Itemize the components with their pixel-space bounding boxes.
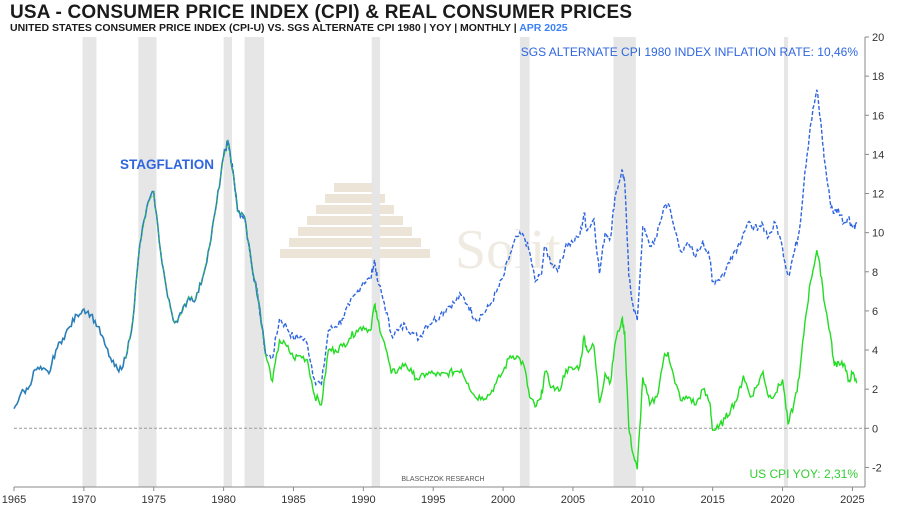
x-tick-label: 2025 xyxy=(840,494,864,506)
y-tick-label: 16 xyxy=(872,110,884,122)
y-tick-label: 18 xyxy=(872,71,884,83)
x-tick-label: 1975 xyxy=(141,494,165,506)
x-tick-label: 2000 xyxy=(491,494,515,506)
watermark-step xyxy=(325,194,385,203)
y-tick-label: 12 xyxy=(872,189,884,201)
y-tick-label: 4 xyxy=(872,345,878,357)
x-tick-label: 1985 xyxy=(281,494,305,506)
source-label: BLASCHZOK RESEARCH xyxy=(401,476,484,483)
watermark-step xyxy=(289,238,421,247)
y-tick-label: -2 xyxy=(872,462,882,474)
y-tick-label: 10 xyxy=(872,228,884,240)
recession-band xyxy=(82,37,97,487)
watermark-step xyxy=(316,205,394,214)
watermark-logo: Solit xyxy=(280,183,561,281)
cpi-value-label: US CPI YOY: 2,31% xyxy=(750,467,859,481)
y-tick-label: 20 xyxy=(872,32,884,44)
sgs-value-label: SGS ALTERNATE CPI 1980 INDEX INFLATION R… xyxy=(521,45,859,59)
recession-band xyxy=(783,37,789,487)
us-cpi-line xyxy=(264,250,858,470)
y-tick-label: 14 xyxy=(872,149,884,161)
stagflation-label: STAGFLATION xyxy=(120,157,214,172)
x-tick-label: 1995 xyxy=(421,494,445,506)
recession-band xyxy=(519,37,530,487)
x-tick-label: 1980 xyxy=(211,494,235,506)
recession-band xyxy=(223,37,232,487)
chart-subtitle: UNITED STATES CONSUMER PRICE INDEX (CPI-… xyxy=(10,22,568,34)
recession-band xyxy=(138,37,157,487)
subtitle-date: APR 2025 xyxy=(519,22,568,34)
watermark-step xyxy=(334,183,376,192)
recession-band xyxy=(244,37,265,487)
sgs-cpi-line xyxy=(222,89,858,388)
annotation-layer: STAGFLATION SGS ALTERNATE CPI 1980 INDEX … xyxy=(120,45,858,483)
y-tick-label: 6 xyxy=(872,306,878,318)
us-cpi-line-early xyxy=(13,139,267,410)
recession-band xyxy=(613,37,636,487)
axes: 1965 1970 1975 1980 1985 1990 1995 2000 2005 2010… xyxy=(2,32,884,506)
x-tick-label: 2010 xyxy=(631,494,655,506)
y-tick-label: 2 xyxy=(872,384,878,396)
chart-title: USA - CONSUMER PRICE INDEX (CPI) & REAL … xyxy=(10,2,633,23)
watermark-text: Solit xyxy=(455,219,561,281)
x-tick-label: 2020 xyxy=(770,494,794,506)
watermark-step xyxy=(298,227,412,236)
x-tick-label: 2005 xyxy=(561,494,585,506)
y-tick-label: 0 xyxy=(872,423,878,435)
recession-bands xyxy=(82,37,789,487)
x-tick-label: 2015 xyxy=(700,494,724,506)
x-tick-label: 1965 xyxy=(2,494,26,506)
recession-band xyxy=(371,37,381,487)
watermark-step xyxy=(307,216,403,225)
subtitle-main: UNITED STATES CONSUMER PRICE INDEX (CPI-… xyxy=(10,22,517,34)
y-tick-label: 8 xyxy=(872,267,878,279)
watermark-step xyxy=(280,249,430,258)
x-tick-label: 1970 xyxy=(72,494,96,506)
us-cpi-line-early-overlay xyxy=(125,140,266,358)
x-tick-label: 1990 xyxy=(351,494,375,506)
series-layer xyxy=(13,89,858,470)
